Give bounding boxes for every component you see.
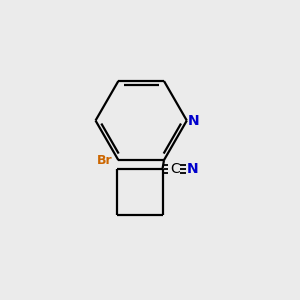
Text: C: C [170, 162, 180, 176]
Text: N: N [187, 162, 199, 176]
Text: Br: Br [96, 154, 112, 166]
Text: N: N [188, 114, 199, 128]
